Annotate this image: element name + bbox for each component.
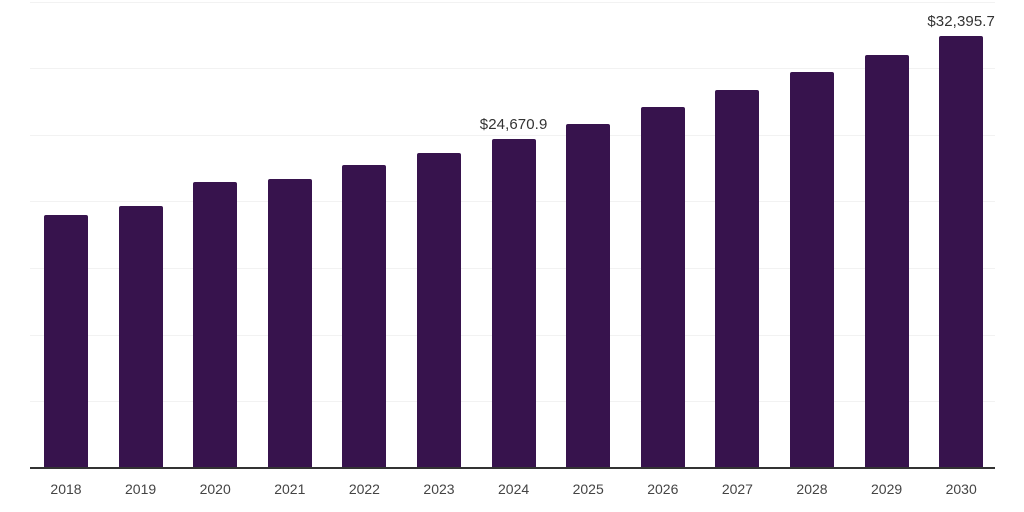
x-tick-2025: 2025 (572, 481, 604, 497)
x-axis-line (30, 467, 995, 469)
gridline (30, 68, 995, 69)
bar-2027[interactable] (715, 89, 760, 468)
value-label-2024: $24,670.9 (479, 115, 548, 133)
x-tick-2023: 2023 (423, 481, 455, 497)
x-tick-2022: 2022 (348, 481, 380, 497)
x-tick-2024: 2024 (498, 481, 530, 497)
x-tick-2020: 2020 (199, 481, 231, 497)
bar-2026[interactable] (640, 106, 685, 468)
gridline (30, 135, 995, 136)
bar-2021[interactable] (267, 178, 312, 468)
bar-2018[interactable] (44, 214, 88, 468)
plot-area (30, 0, 995, 468)
x-tick-2029: 2029 (871, 481, 903, 497)
bar-2030[interactable] (939, 35, 984, 468)
bar-2023[interactable] (417, 152, 461, 468)
value-label-2030: $32,395.7 (927, 12, 995, 30)
bar-2022[interactable] (342, 164, 387, 468)
x-tick-2021: 2021 (274, 481, 306, 497)
bar-2025[interactable] (566, 123, 611, 468)
bar-2020[interactable] (193, 181, 238, 468)
bar-2019[interactable] (118, 205, 163, 468)
bar-2029[interactable] (864, 54, 909, 468)
bar-2028[interactable] (790, 71, 834, 468)
bar-2024[interactable] (491, 138, 536, 468)
x-tick-2027: 2027 (721, 481, 753, 497)
x-tick-2019: 2019 (125, 481, 157, 497)
x-tick-2026: 2026 (647, 481, 679, 497)
gridline (30, 2, 995, 3)
x-tick-2028: 2028 (796, 481, 828, 497)
x-tick-2030: 2030 (945, 481, 977, 497)
x-tick-2018: 2018 (50, 481, 82, 497)
